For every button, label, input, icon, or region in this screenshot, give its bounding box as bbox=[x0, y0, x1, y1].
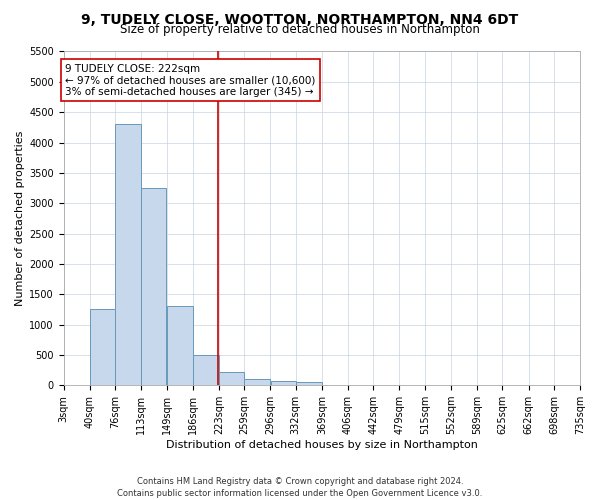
Bar bbox=[167, 306, 193, 385]
Bar bbox=[142, 188, 166, 385]
Bar bbox=[244, 379, 270, 385]
Text: Contains HM Land Registry data © Crown copyright and database right 2024.
Contai: Contains HM Land Registry data © Crown c… bbox=[118, 476, 482, 498]
Bar bbox=[296, 382, 322, 385]
Text: 9 TUDELY CLOSE: 222sqm
← 97% of detached houses are smaller (10,600)
3% of semi-: 9 TUDELY CLOSE: 222sqm ← 97% of detached… bbox=[65, 64, 316, 97]
Bar bbox=[90, 310, 115, 385]
Text: 9, TUDELY CLOSE, WOOTTON, NORTHAMPTON, NN4 6DT: 9, TUDELY CLOSE, WOOTTON, NORTHAMPTON, N… bbox=[82, 12, 518, 26]
Text: Size of property relative to detached houses in Northampton: Size of property relative to detached ho… bbox=[120, 22, 480, 36]
Bar bbox=[271, 380, 296, 385]
X-axis label: Distribution of detached houses by size in Northampton: Distribution of detached houses by size … bbox=[166, 440, 478, 450]
Bar bbox=[193, 355, 218, 385]
Bar bbox=[219, 372, 244, 385]
Y-axis label: Number of detached properties: Number of detached properties bbox=[15, 130, 25, 306]
Bar bbox=[115, 124, 141, 385]
